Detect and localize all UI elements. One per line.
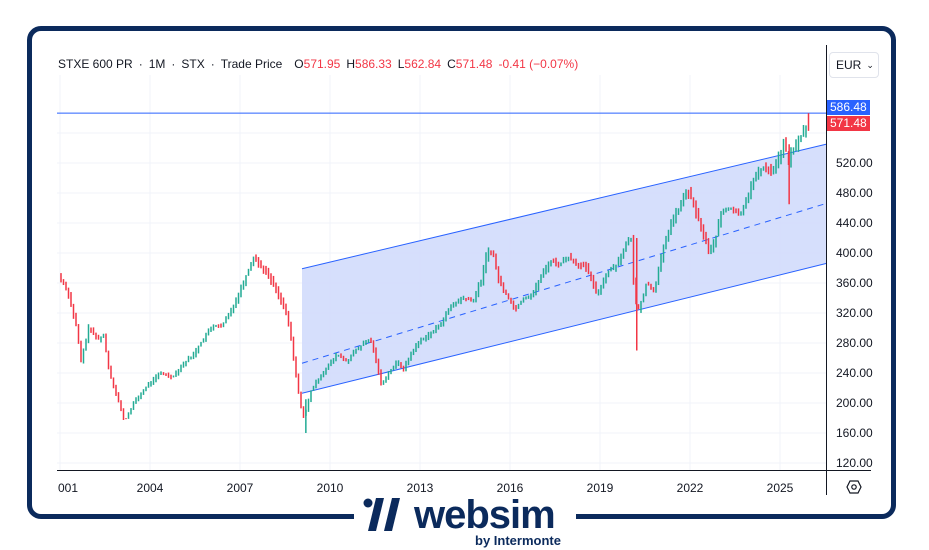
- time-axis-label: 2013: [406, 481, 434, 495]
- separator: ·: [138, 57, 143, 71]
- time-axis-label: 2025: [766, 481, 794, 495]
- open-value: 571.95: [303, 57, 341, 71]
- websim-logo: websim: [362, 493, 556, 537]
- symbol-legend: STXE 600 PR · 1M · STX · Trade Price O 57…: [58, 57, 578, 71]
- time-axis-label: 2004: [136, 481, 164, 495]
- price-axis-label: 120.00: [836, 456, 873, 470]
- chevron-down-icon: ⌄: [866, 59, 874, 70]
- currency-value: EUR: [836, 58, 862, 72]
- time-axis-label: 2007: [226, 481, 254, 495]
- price-axis-label: 200.00: [836, 396, 873, 410]
- settings-icon[interactable]: [846, 480, 862, 494]
- price-axis-label: 520.00: [836, 156, 873, 170]
- brand-subtitle: by Intermonte: [475, 533, 561, 548]
- interval[interactable]: 1M: [148, 57, 166, 71]
- low-label: L: [397, 57, 405, 71]
- high-label: H: [346, 57, 356, 71]
- low-value: 562.84: [404, 57, 442, 71]
- horizontal-line-price-tag: 586.48: [827, 100, 870, 115]
- last-price-tag: 571.48: [827, 116, 870, 131]
- time-axis-label: 2016: [496, 481, 524, 495]
- price-axis-label: 480.00: [836, 186, 873, 200]
- brand-name: websim: [414, 493, 556, 537]
- time-axis-label: 2019: [586, 481, 614, 495]
- price-axis-label: 160.00: [836, 426, 873, 440]
- price-axis-label: 240.00: [836, 366, 873, 380]
- symbol-name[interactable]: STXE 600 PR: [58, 57, 133, 71]
- price-axis-label: 280.00: [836, 336, 873, 350]
- separator: ·: [171, 57, 176, 71]
- time-axis-label: 2010: [316, 481, 344, 495]
- price-axis-label: 320.00: [836, 306, 873, 320]
- close-label: C: [447, 57, 456, 71]
- currency-select[interactable]: EUR ⌄: [829, 52, 879, 78]
- time-axis-label: 001: [57, 481, 79, 495]
- time-axis-label: 2022: [676, 481, 704, 495]
- exchange: STX: [181, 57, 205, 71]
- price-axis-label: 360.00: [836, 276, 873, 290]
- open-label: O: [294, 57, 304, 71]
- price-axis-label: 440.00: [836, 216, 873, 230]
- close-value: 571.48: [455, 57, 493, 71]
- change-value: -0.41 (−0.07%): [498, 57, 579, 71]
- high-value: 586.33: [355, 57, 392, 71]
- websim-mark-icon: [363, 498, 400, 531]
- price-type: Trade Price: [220, 57, 283, 71]
- separator: ·: [210, 57, 215, 71]
- price-axis-label: 400.00: [836, 246, 873, 260]
